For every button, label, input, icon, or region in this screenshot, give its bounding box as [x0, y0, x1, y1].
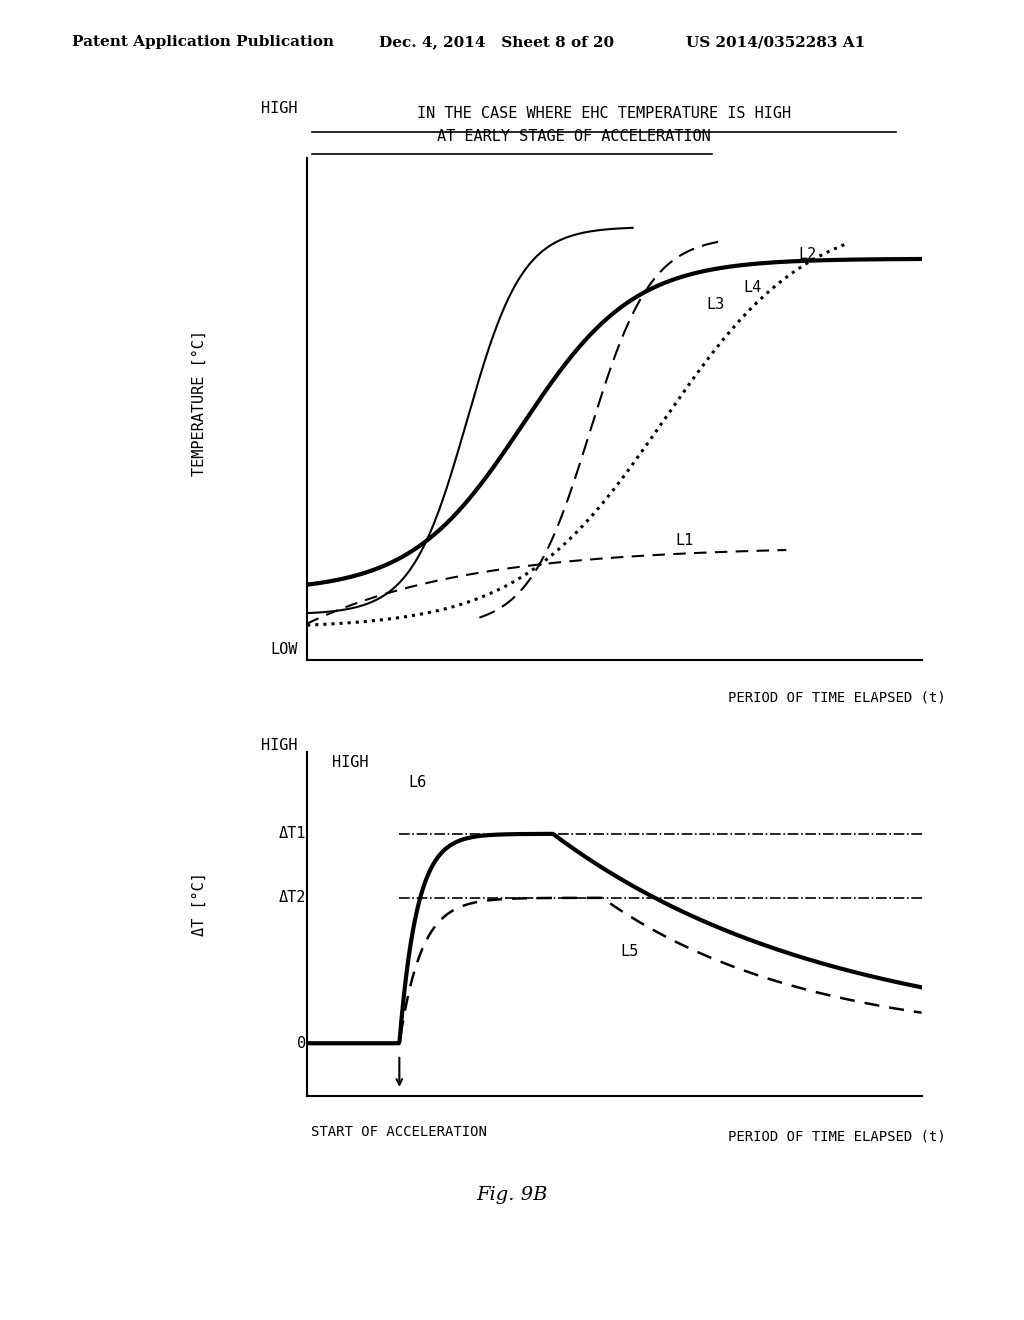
Text: TEMPERATURE [°C]: TEMPERATURE [°C]: [193, 330, 207, 475]
Text: L5: L5: [621, 944, 639, 960]
Text: HIGH: HIGH: [261, 738, 298, 752]
Text: AT EARLY STAGE OF ACCELERATION: AT EARLY STAGE OF ACCELERATION: [436, 129, 711, 144]
Text: HIGH: HIGH: [332, 755, 369, 770]
Text: Fig. 9B: Fig. 9B: [476, 1185, 548, 1204]
Text: HIGH: HIGH: [261, 100, 298, 116]
Text: IN THE CASE WHERE EHC TEMPERATURE IS HIGH: IN THE CASE WHERE EHC TEMPERATURE IS HIG…: [417, 107, 792, 121]
Text: L2: L2: [799, 247, 817, 263]
Text: L4: L4: [743, 280, 762, 296]
Text: ΔT [°C]: ΔT [°C]: [193, 873, 207, 936]
Text: L6: L6: [409, 775, 427, 791]
Text: PERIOD OF TIME ELAPSED (t): PERIOD OF TIME ELAPSED (t): [728, 1130, 946, 1144]
Text: Patent Application Publication: Patent Application Publication: [72, 36, 334, 49]
Text: 0: 0: [297, 1036, 306, 1051]
Text: Dec. 4, 2014   Sheet 8 of 20: Dec. 4, 2014 Sheet 8 of 20: [379, 36, 614, 49]
Text: ΔT2: ΔT2: [280, 890, 306, 906]
Text: L3: L3: [707, 297, 725, 313]
Text: US 2014/0352283 A1: US 2014/0352283 A1: [686, 36, 865, 49]
Text: PERIOD OF TIME ELAPSED (t): PERIOD OF TIME ELAPSED (t): [728, 690, 946, 704]
Text: L1: L1: [676, 533, 694, 548]
Text: ΔT1: ΔT1: [280, 826, 306, 841]
Text: START OF ACCELERATION: START OF ACCELERATION: [311, 1125, 487, 1139]
Text: LOW: LOW: [270, 643, 298, 657]
